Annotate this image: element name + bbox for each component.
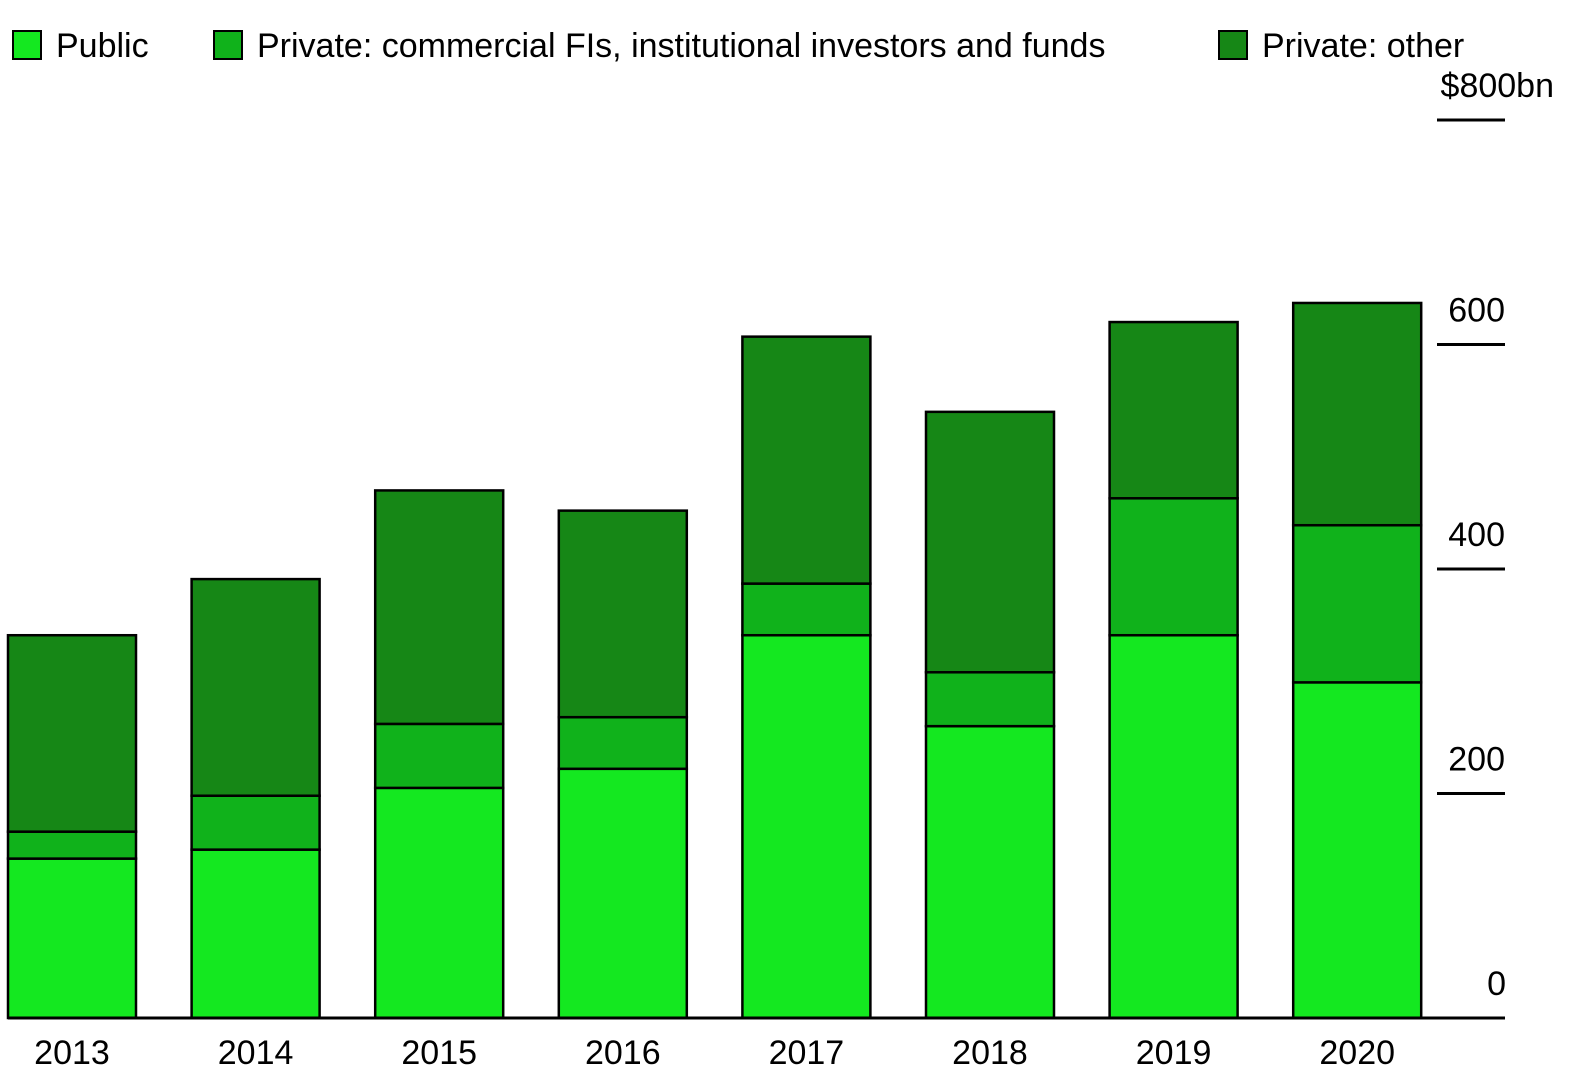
bar-2019-private-other <box>1108 320 1239 500</box>
bar-2016-private-other <box>557 509 689 719</box>
x-tick-label-2014: 2014 <box>218 1034 294 1072</box>
x-tick-label-2017: 2017 <box>769 1034 845 1072</box>
y-tick-label-400: 400 <box>1448 516 1505 554</box>
bar-group-2014 <box>190 577 321 1020</box>
bar-2017-private-other <box>741 335 872 585</box>
legend-swatch-private-other <box>1218 30 1248 60</box>
legend-label-private-other: Private: other <box>1262 27 1464 65</box>
legend-label-public: Public <box>56 27 149 65</box>
bar-group-2015 <box>373 489 505 1020</box>
x-tick-label-2016: 2016 <box>585 1034 661 1072</box>
bar-group-2013 <box>6 633 138 1020</box>
bar-group-2018 <box>924 410 1056 1020</box>
bar-group-2016 <box>557 509 689 1020</box>
bar-2015-private-commercial-fis-institutional-investors-and-funds <box>373 722 505 790</box>
x-axis: 2013 2014 2015 2016 2017 2018 2019 2020 <box>8 1016 1505 1072</box>
bar-2014-private-other <box>190 577 321 797</box>
legend-swatch-public <box>12 30 42 60</box>
bar-2013-public <box>6 857 138 1020</box>
x-tick-label-2020: 2020 <box>1319 1034 1395 1072</box>
bar-2017-private-commercial-fis-institutional-investors-and-funds <box>741 582 872 637</box>
bar-2018-public <box>924 724 1056 1020</box>
x-tick-label-2018: 2018 <box>952 1034 1028 1072</box>
bars <box>6 301 1423 1020</box>
legend-swatch-private-commercial-fis-institutional-investors-and-funds <box>213 30 243 60</box>
bar-group-2020 <box>1291 301 1423 1020</box>
y-tick-label-800: $800bn <box>1441 67 1554 105</box>
bar-2018-private-other <box>924 410 1056 674</box>
bar-2014-public <box>190 848 321 1020</box>
bar-2013-private-commercial-fis-institutional-investors-and-funds <box>6 830 138 860</box>
bar-2013-private-other <box>6 633 138 833</box>
bar-2020-private-other <box>1291 301 1423 527</box>
y-tick-label-0: 0 <box>1487 965 1506 1003</box>
bar-2016-public <box>557 767 689 1020</box>
y-axis: 0 200 400 600 $800bn <box>1437 67 1554 1003</box>
y-tick-label-600: 600 <box>1448 292 1505 330</box>
bar-2020-public <box>1291 681 1423 1020</box>
bar-2016-private-commercial-fis-institutional-investors-and-funds <box>557 715 689 771</box>
bar-group-2017 <box>741 335 872 1020</box>
legend-label-private-commercial-fis-institutional-investors-and-funds: Private: commercial FIs, institutional i… <box>257 27 1105 65</box>
bar-2015-private-other <box>373 489 505 726</box>
x-tick-label-2019: 2019 <box>1136 1034 1212 1072</box>
bar-group-2019 <box>1108 320 1239 1020</box>
bar-2019-private-commercial-fis-institutional-investors-and-funds <box>1108 497 1239 637</box>
y-tick-label-200: 200 <box>1448 741 1505 779</box>
bar-2017-public <box>741 633 872 1020</box>
bar-2019-public <box>1108 633 1239 1020</box>
x-tick-label-2013: 2013 <box>34 1034 110 1072</box>
legend: Public Private: commercial FIs, instituti… <box>12 27 1464 65</box>
x-tick-label-2015: 2015 <box>401 1034 477 1072</box>
bar-2018-private-commercial-fis-institutional-investors-and-funds <box>924 671 1056 728</box>
bar-2014-private-commercial-fis-institutional-investors-and-funds <box>190 794 321 851</box>
bar-2015-public <box>373 786 505 1020</box>
bar-2020-private-commercial-fis-institutional-investors-and-funds <box>1291 523 1423 684</box>
